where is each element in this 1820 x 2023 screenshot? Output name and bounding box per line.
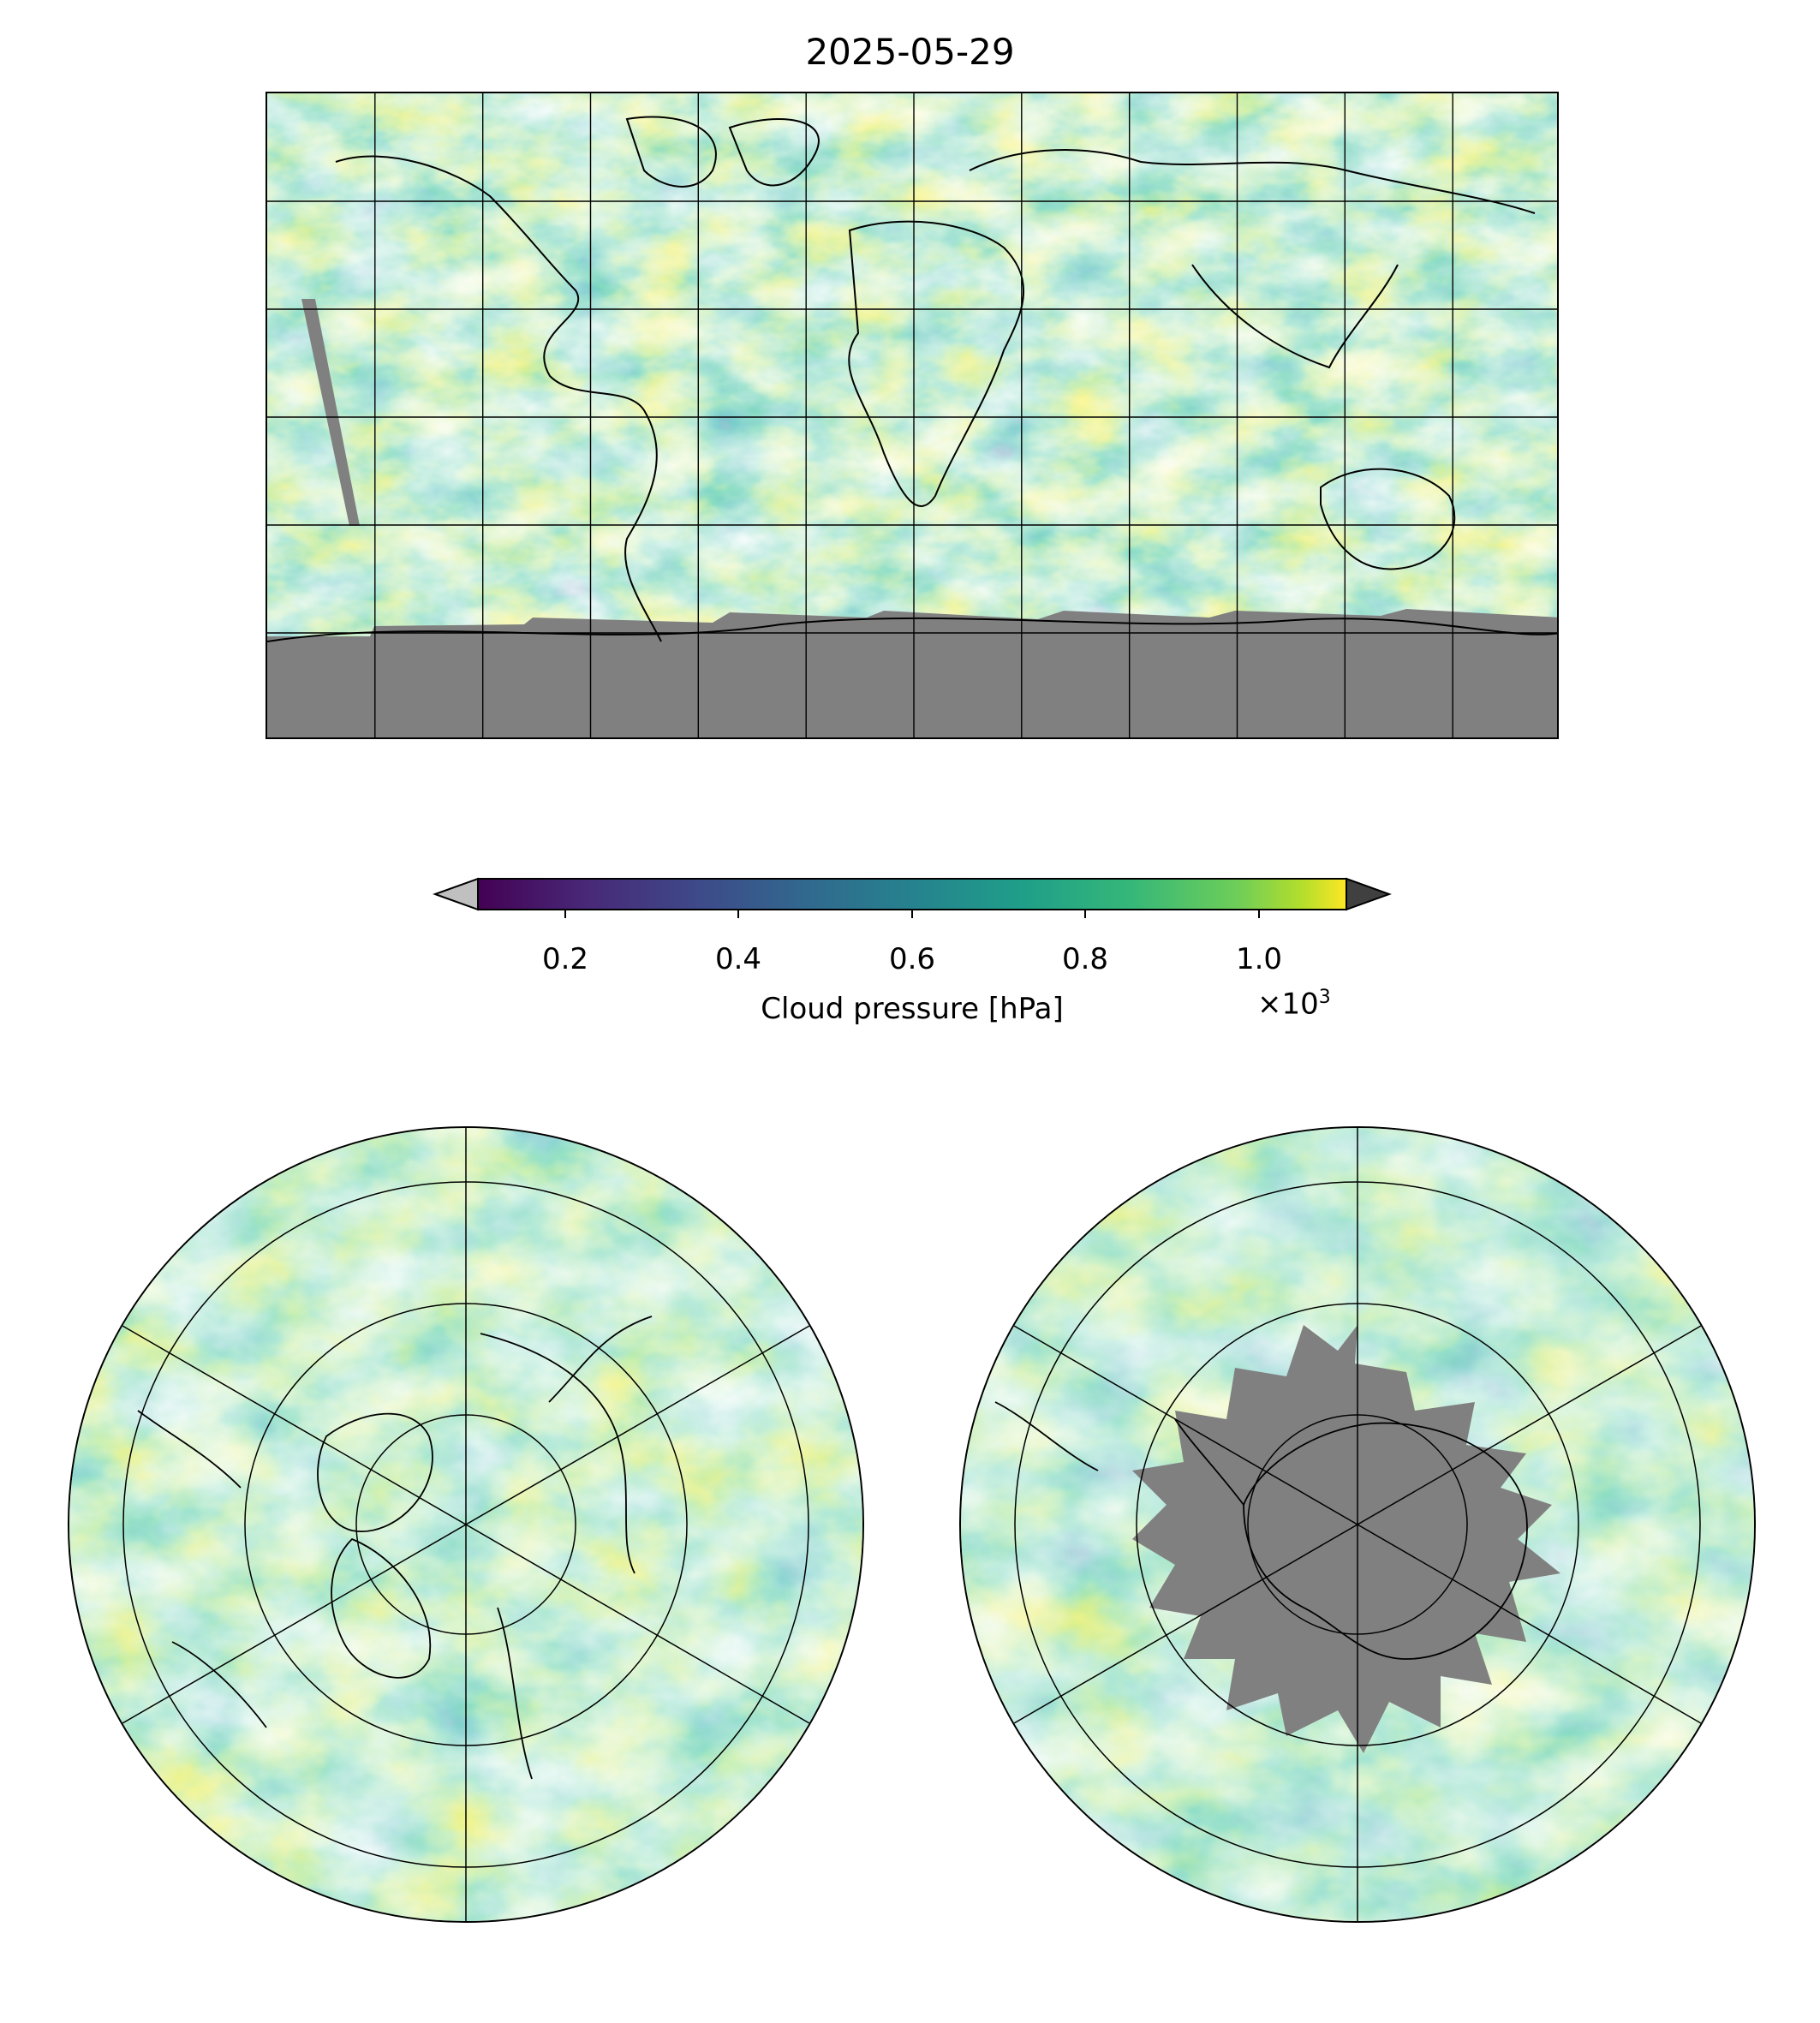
graticule bbox=[1013, 1128, 1702, 1921]
coastlines bbox=[994, 1401, 1528, 1660]
colorbar-tick-label: 0.6 bbox=[888, 942, 936, 976]
colorbar-tick-label: 0.4 bbox=[714, 942, 762, 976]
colorbar-under-extend bbox=[433, 877, 479, 911]
colorbar-tick-label: 0.2 bbox=[541, 942, 589, 976]
north-polar-canvas bbox=[69, 1128, 862, 1921]
global-map-canvas bbox=[267, 93, 1557, 737]
figure-title: 2025-05-29 bbox=[805, 31, 1015, 73]
colorbar-tick-label: 1.0 bbox=[1235, 942, 1283, 976]
orbit-gap bbox=[301, 299, 360, 526]
graticule bbox=[122, 1128, 810, 1921]
colorbar-gradient bbox=[477, 878, 1347, 910]
gridlines bbox=[267, 93, 1557, 737]
colorbar-tick-marks bbox=[564, 910, 1260, 918]
north-polar-map bbox=[68, 1126, 864, 1923]
south-polar-map bbox=[959, 1126, 1756, 1923]
colorbar-label: Cloud pressure [hPa] bbox=[761, 992, 1064, 1026]
colorbar-tick-label: 0.8 bbox=[1061, 942, 1109, 976]
missing-data-region bbox=[267, 609, 1557, 737]
global-map bbox=[266, 92, 1559, 739]
missing-data-region bbox=[1132, 1325, 1560, 1753]
colorbar-multiplier: ×103 bbox=[1257, 987, 1331, 1022]
colorbar-over-extend bbox=[1346, 877, 1392, 911]
south-polar-canvas bbox=[961, 1128, 1754, 1921]
